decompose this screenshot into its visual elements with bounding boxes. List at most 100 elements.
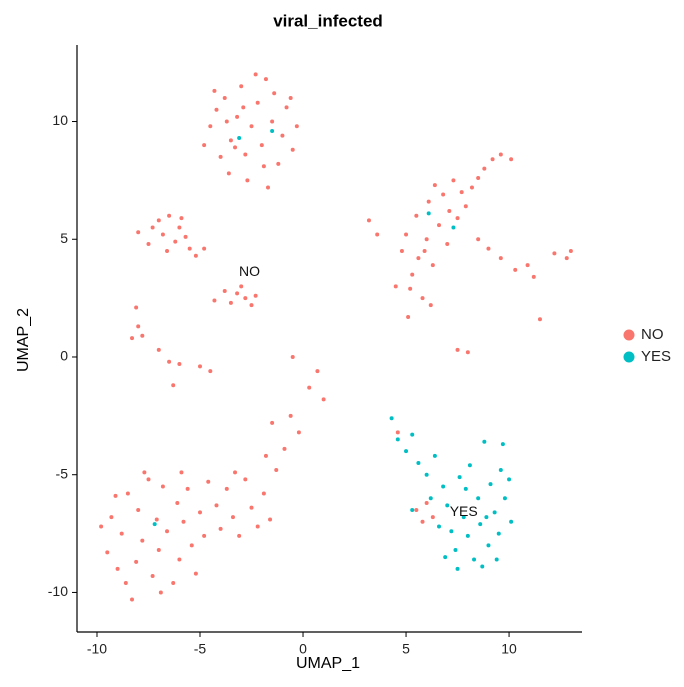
point [230, 515, 235, 520]
point [255, 524, 260, 529]
point [498, 256, 503, 261]
point [428, 303, 433, 308]
point [239, 84, 244, 89]
point [455, 566, 460, 571]
point [509, 519, 514, 524]
point [416, 460, 421, 465]
point [123, 581, 128, 586]
point [290, 354, 295, 359]
point [202, 533, 207, 538]
point [502, 496, 507, 501]
point [445, 241, 450, 246]
point [480, 564, 485, 569]
point [185, 486, 190, 491]
point [447, 208, 452, 213]
point [193, 253, 198, 258]
point [451, 178, 456, 183]
point [224, 486, 229, 491]
point [212, 88, 217, 93]
point [136, 230, 141, 235]
x-axis-label: UMAP_1 [296, 655, 360, 672]
point [513, 267, 518, 272]
point [189, 543, 194, 548]
point [288, 413, 293, 418]
point [130, 336, 135, 341]
point [181, 519, 186, 524]
point [198, 510, 203, 515]
point [270, 119, 275, 124]
point [568, 249, 573, 254]
legend-marker [623, 351, 635, 363]
point [482, 166, 487, 171]
point [173, 239, 178, 244]
point [490, 157, 495, 162]
point [136, 508, 141, 513]
point [280, 133, 285, 138]
point [235, 291, 240, 296]
point [222, 289, 227, 294]
point [459, 190, 464, 195]
point [179, 216, 184, 221]
point [265, 185, 270, 190]
point [321, 397, 326, 402]
point [399, 249, 404, 254]
point [109, 515, 114, 520]
point [263, 77, 268, 82]
point [509, 157, 514, 162]
point [263, 453, 268, 458]
point [241, 105, 246, 110]
point [498, 152, 503, 157]
point [500, 442, 505, 447]
point [233, 145, 238, 150]
point [393, 284, 398, 289]
point [125, 491, 130, 496]
point [150, 573, 155, 578]
legend-label: YES [641, 348, 671, 365]
point [193, 571, 198, 576]
point [249, 124, 254, 129]
point [430, 263, 435, 268]
point [424, 472, 429, 477]
point [463, 204, 468, 209]
point [233, 470, 238, 475]
point [99, 524, 104, 529]
point [175, 500, 180, 505]
point [375, 232, 380, 237]
point [537, 317, 542, 322]
point [315, 369, 320, 374]
point [408, 286, 413, 291]
point [404, 449, 409, 454]
point [272, 91, 277, 96]
point [307, 385, 312, 390]
point [294, 124, 299, 129]
point [531, 274, 536, 279]
point [235, 114, 240, 119]
point [496, 531, 501, 536]
point [486, 543, 491, 548]
point [136, 324, 141, 329]
point [113, 493, 118, 498]
point [165, 529, 170, 534]
point [206, 479, 211, 484]
point [410, 272, 415, 277]
point [430, 515, 435, 520]
point [202, 143, 207, 148]
point [253, 72, 258, 77]
point [208, 124, 213, 129]
x-tick-label: -5 [194, 641, 207, 657]
legend-marker [623, 329, 635, 341]
point [171, 383, 176, 388]
y-tick-label: 0 [60, 348, 68, 364]
point [451, 225, 456, 230]
point [476, 237, 481, 242]
point [420, 296, 425, 301]
point [140, 333, 145, 338]
point [214, 503, 219, 508]
point [171, 581, 176, 586]
point [177, 225, 182, 230]
x-tick-label: 10 [501, 641, 517, 657]
point [274, 468, 279, 473]
y-tick-label: 10 [52, 112, 68, 128]
point [437, 223, 442, 228]
point [243, 296, 248, 301]
